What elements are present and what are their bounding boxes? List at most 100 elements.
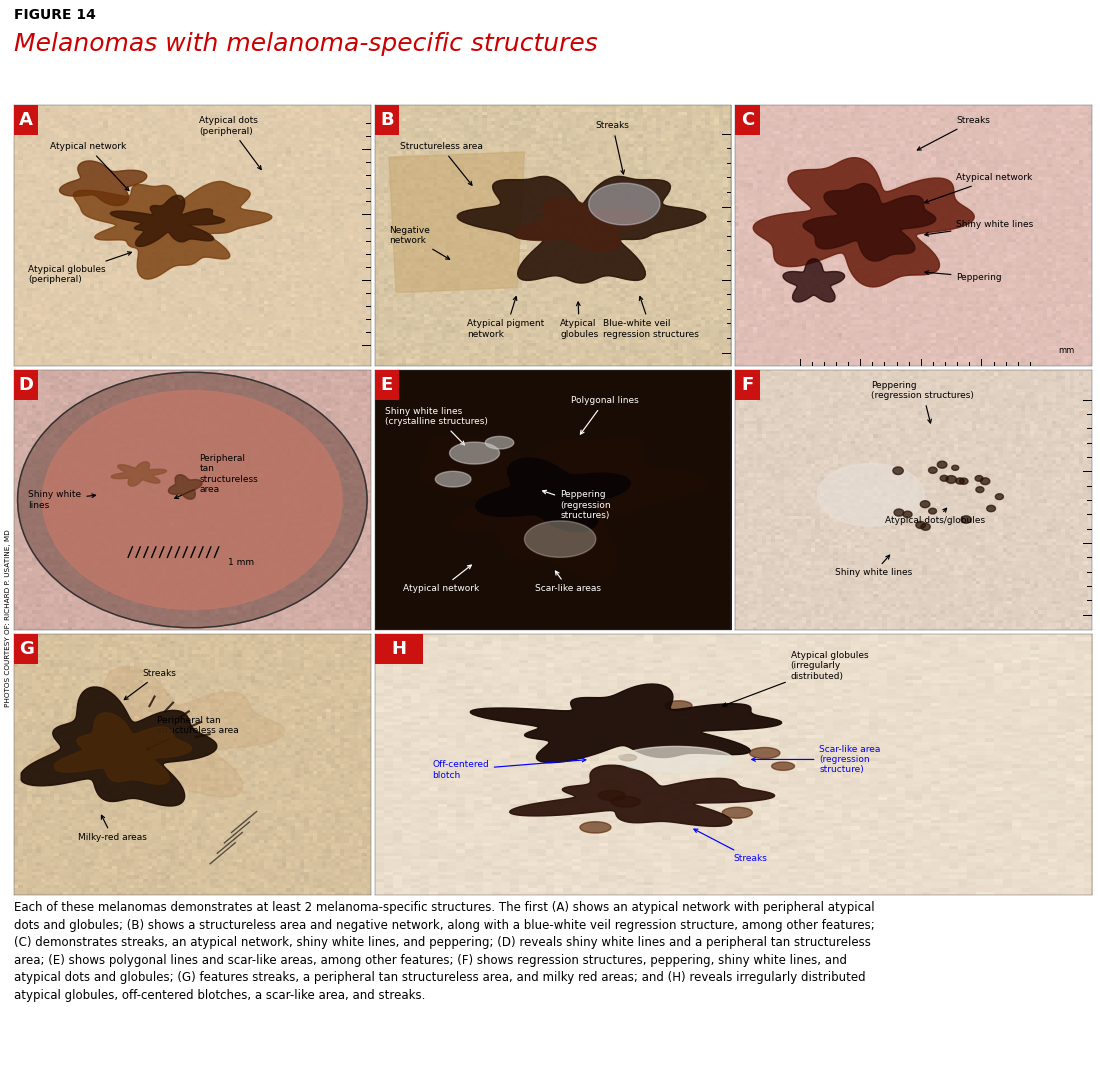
Text: Streaks: Streaks	[596, 121, 629, 174]
Polygon shape	[961, 516, 971, 523]
FancyBboxPatch shape	[735, 369, 760, 400]
Polygon shape	[21, 687, 217, 806]
Polygon shape	[588, 184, 660, 225]
Polygon shape	[952, 465, 959, 471]
Text: Peppering: Peppering	[925, 271, 1002, 282]
Polygon shape	[959, 478, 968, 484]
Text: Blue-white veil
regression structures: Blue-white veil regression structures	[603, 297, 698, 339]
Text: Atypical
globules: Atypical globules	[560, 302, 598, 339]
Text: E: E	[381, 376, 393, 393]
Polygon shape	[418, 434, 707, 579]
Polygon shape	[894, 509, 904, 516]
Text: Streaks: Streaks	[694, 829, 767, 863]
Polygon shape	[389, 152, 525, 293]
Text: Shiny white lines: Shiny white lines	[925, 220, 1034, 237]
Text: D: D	[19, 376, 34, 393]
Polygon shape	[476, 458, 630, 531]
Circle shape	[18, 373, 367, 627]
FancyBboxPatch shape	[375, 105, 399, 135]
Polygon shape	[921, 524, 931, 530]
FancyBboxPatch shape	[14, 369, 39, 400]
Polygon shape	[580, 822, 611, 833]
Text: Polygonal lines: Polygonal lines	[571, 396, 639, 434]
Polygon shape	[525, 521, 596, 557]
Polygon shape	[803, 184, 936, 261]
Text: G: G	[19, 640, 34, 659]
Text: Atypical globules
(irregularly
distributed): Atypical globules (irregularly distribut…	[723, 651, 868, 706]
Polygon shape	[450, 442, 499, 464]
Polygon shape	[509, 766, 774, 826]
Polygon shape	[436, 471, 471, 487]
Polygon shape	[956, 478, 965, 484]
Polygon shape	[168, 475, 202, 499]
Polygon shape	[937, 461, 947, 468]
Polygon shape	[110, 195, 224, 246]
Text: Streaks: Streaks	[917, 117, 990, 150]
Polygon shape	[921, 501, 929, 508]
Text: mm: mm	[1058, 347, 1075, 355]
Polygon shape	[619, 755, 637, 760]
Polygon shape	[903, 511, 912, 517]
Polygon shape	[975, 475, 983, 482]
Polygon shape	[893, 467, 903, 474]
Text: Atypical network: Atypical network	[50, 143, 129, 191]
Polygon shape	[74, 181, 272, 279]
Text: Peripheral
tan
structureless
area: Peripheral tan structureless area	[175, 454, 258, 499]
Polygon shape	[59, 161, 146, 205]
Text: PHOTOS COURTESY OF: RICHARD P. USATINE, MD: PHOTOS COURTESY OF: RICHARD P. USATINE, …	[4, 529, 11, 707]
FancyBboxPatch shape	[735, 105, 760, 135]
Polygon shape	[916, 522, 925, 528]
Text: H: H	[392, 640, 407, 659]
Text: Atypical dots/globules: Atypical dots/globules	[886, 509, 986, 525]
Polygon shape	[485, 436, 514, 449]
Polygon shape	[111, 462, 166, 486]
Polygon shape	[610, 796, 640, 807]
Polygon shape	[928, 509, 936, 514]
Text: F: F	[741, 376, 754, 393]
Text: Off-centered
blotch: Off-centered blotch	[432, 758, 586, 780]
Text: Shiny white lines: Shiny white lines	[835, 555, 912, 578]
Polygon shape	[55, 713, 191, 784]
FancyBboxPatch shape	[375, 634, 424, 664]
Polygon shape	[754, 158, 975, 287]
Text: Scar-like area
(regression
structure): Scar-like area (regression structure)	[751, 744, 881, 774]
Text: Structureless area: Structureless area	[399, 143, 483, 185]
Polygon shape	[783, 259, 845, 302]
Polygon shape	[946, 475, 956, 483]
Polygon shape	[31, 666, 285, 797]
Text: Shiny white
lines: Shiny white lines	[29, 490, 96, 510]
FancyBboxPatch shape	[375, 369, 399, 400]
Polygon shape	[749, 747, 780, 758]
Text: Melanomas with melanoma-specific structures: Melanomas with melanoma-specific structu…	[14, 32, 598, 56]
Circle shape	[18, 373, 367, 627]
Polygon shape	[817, 463, 924, 526]
Polygon shape	[940, 475, 948, 482]
Text: Atypical network: Atypical network	[404, 565, 480, 593]
Text: Atypical network: Atypical network	[925, 174, 1033, 203]
Polygon shape	[980, 477, 990, 485]
Text: Milky-red areas: Milky-red areas	[78, 815, 147, 842]
Text: Each of these melanomas demonstrates at least 2 melanoma-specific structures. Th: Each of these melanomas demonstrates at …	[14, 901, 876, 1001]
Text: 1 mm: 1 mm	[228, 558, 254, 567]
Text: Peripheral tan
structureless area: Peripheral tan structureless area	[146, 716, 239, 750]
Text: Peppering
(regression
structures): Peppering (regression structures)	[542, 490, 610, 521]
Polygon shape	[666, 701, 692, 711]
Polygon shape	[772, 762, 794, 770]
Text: Atypical dots
(peripheral): Atypical dots (peripheral)	[199, 117, 261, 170]
Polygon shape	[976, 487, 983, 492]
Polygon shape	[618, 746, 734, 772]
Text: Peppering
(regression structures): Peppering (regression structures)	[871, 381, 974, 423]
Text: C: C	[740, 111, 755, 129]
Polygon shape	[458, 176, 706, 283]
Text: Negative
network: Negative network	[389, 226, 450, 259]
Text: Atypical pigment
network: Atypical pigment network	[468, 297, 544, 339]
Polygon shape	[723, 807, 752, 819]
Polygon shape	[987, 505, 996, 512]
Text: B: B	[379, 111, 394, 129]
Text: Streaks: Streaks	[124, 669, 176, 700]
Text: Atypical globules
(peripheral): Atypical globules (peripheral)	[29, 252, 131, 284]
Polygon shape	[928, 467, 937, 473]
Polygon shape	[996, 494, 1003, 500]
FancyBboxPatch shape	[14, 105, 39, 135]
Text: FIGURE 14: FIGURE 14	[14, 8, 96, 22]
